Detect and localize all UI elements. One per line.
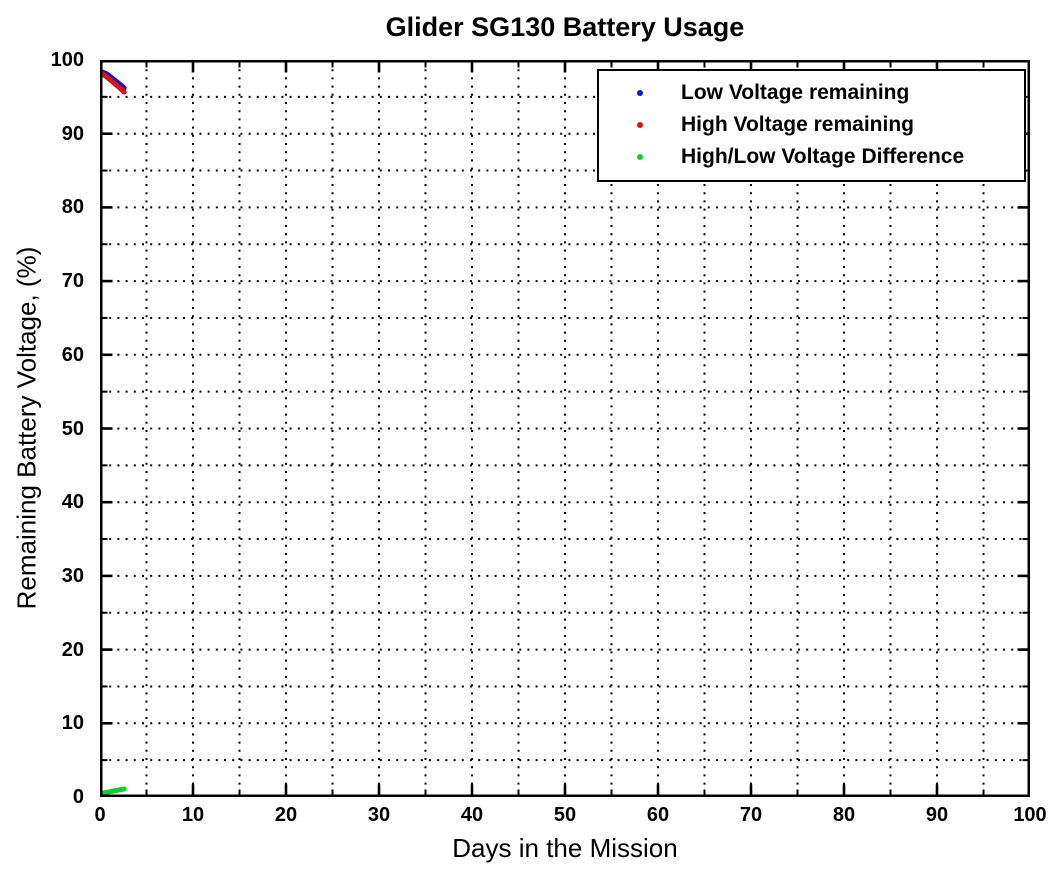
legend-marker-cell bbox=[599, 122, 681, 128]
y-tick-label: 70 bbox=[61, 270, 84, 293]
y-tick-label: 40 bbox=[61, 491, 84, 514]
high-voltage-dot-icon bbox=[637, 122, 643, 128]
x-tick-label: 60 bbox=[646, 804, 670, 826]
y-tick-label: 10 bbox=[61, 712, 84, 735]
legend-box: Low Voltage remaining High Voltage remai… bbox=[597, 69, 1026, 182]
legend-marker-cell bbox=[599, 154, 681, 160]
legend-item-voltage-difference: High/Low Voltage Difference bbox=[599, 141, 1024, 173]
y-tick-label: 100 bbox=[50, 49, 84, 71]
legend-label: High Voltage remaining bbox=[681, 113, 914, 136]
x-tick-label: 0 bbox=[94, 804, 106, 826]
x-tick-label: 100 bbox=[1013, 804, 1047, 826]
y-tick-label: 90 bbox=[61, 122, 84, 145]
y-tick-label: 0 bbox=[72, 786, 84, 808]
x-tick-label: 20 bbox=[274, 804, 298, 826]
legend-marker-cell bbox=[599, 90, 681, 96]
x-tick-label: 50 bbox=[553, 804, 577, 826]
x-tick-label: 40 bbox=[460, 804, 484, 826]
x-tick-label: 70 bbox=[739, 804, 763, 826]
series-high-voltage-remaining bbox=[100, 70, 127, 95]
y-tick-label: 80 bbox=[61, 196, 84, 219]
y-axis-tick-labels: 0 10 20 30 40 50 60 70 80 90 100 bbox=[0, 49, 92, 808]
series-high-low-voltage-difference bbox=[100, 786, 127, 797]
y-tick-label: 50 bbox=[61, 417, 84, 440]
plot-canvas bbox=[100, 60, 1030, 797]
legend-item-high-voltage: High Voltage remaining bbox=[599, 109, 1024, 141]
low-voltage-dot-icon bbox=[637, 90, 643, 96]
plot-area: Low Voltage remaining High Voltage remai… bbox=[100, 60, 1030, 797]
chart-title: Glider SG130 Battery Usage bbox=[385, 12, 745, 42]
x-tick-label: 80 bbox=[832, 804, 856, 826]
x-axis-label: Days in the Mission bbox=[452, 833, 678, 863]
y-tick-label: 30 bbox=[61, 564, 84, 587]
x-tick-label: 10 bbox=[181, 804, 205, 826]
legend-label: Low Voltage remaining bbox=[681, 81, 910, 104]
axes-border bbox=[100, 60, 1030, 797]
x-tick-label: 30 bbox=[367, 804, 391, 826]
y-tick-label: 60 bbox=[61, 343, 84, 366]
legend-label: High/Low Voltage Difference bbox=[681, 145, 965, 168]
y-tick-label: 20 bbox=[61, 638, 84, 661]
legend-item-low-voltage: Low Voltage remaining bbox=[599, 77, 1024, 109]
x-tick-label: 90 bbox=[925, 804, 949, 826]
voltage-difference-dot-icon bbox=[637, 154, 643, 160]
x-axis-tick-labels: 0 10 20 30 40 50 60 70 80 90 100 bbox=[94, 802, 1046, 830]
